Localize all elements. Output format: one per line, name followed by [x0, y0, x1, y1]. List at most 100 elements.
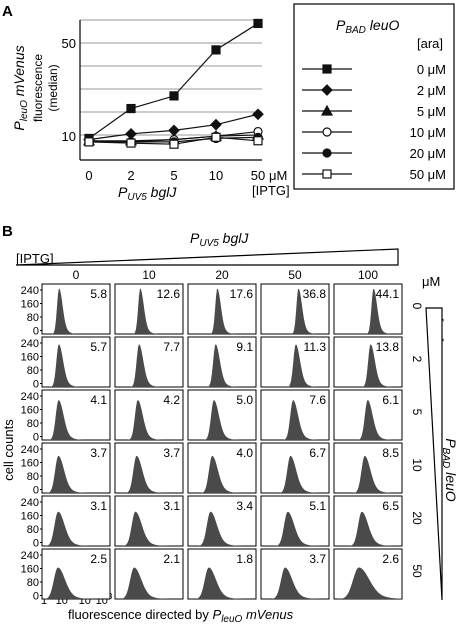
legend-marker — [322, 127, 332, 137]
legend-label: 20 μM — [410, 146, 446, 161]
histogram-fill — [334, 400, 402, 440]
median-value-label: 12.6 — [157, 287, 181, 301]
legend-subtitle: [ara] — [417, 36, 443, 51]
histogram-fill — [334, 455, 402, 493]
histogram-fill — [42, 400, 110, 440]
histogram-frame — [114, 548, 184, 600]
histogram-frame — [41, 283, 111, 335]
median-value-label: 8.5 — [382, 446, 399, 460]
median-value-label: 9.1 — [236, 340, 253, 354]
histogram-cell: 3.7 — [41, 442, 111, 494]
histogram-cell: 3.1 — [114, 495, 184, 547]
y-tick-label: 50 — [62, 36, 76, 51]
histogram-fill — [261, 567, 329, 599]
y-tick-label: 240 — [21, 497, 39, 509]
histogram-frame — [41, 336, 111, 388]
median-value-label: 3.7 — [163, 446, 180, 460]
y-tick-label: 0 — [33, 432, 39, 444]
histogram-cell: 13.8 — [333, 336, 403, 388]
y-tick-label: 160 — [21, 564, 39, 576]
histogram-cell: 12.6 — [114, 283, 184, 335]
x-tick-label: 50 — [251, 168, 265, 183]
legend-frame — [293, 3, 455, 190]
median-value-label: 11.3 — [304, 340, 327, 354]
histogram-frame — [114, 389, 184, 441]
histogram-frame — [41, 389, 111, 441]
y-tick-label: 80 — [27, 524, 39, 536]
y-tick-label: 0 — [33, 591, 39, 603]
median-value-label: 6.1 — [382, 393, 399, 407]
legend-label: 10 μM — [410, 125, 446, 140]
histogram-cell: 7.6 — [260, 389, 330, 441]
histogram-fill — [261, 344, 329, 387]
y-tick-label: 240 — [21, 550, 39, 562]
column-label: 20 — [215, 268, 229, 282]
panel-b-side-label: PBAD leuO — [440, 438, 459, 501]
x-tick-label: 10 — [209, 168, 223, 183]
panel-a-legend: PBAD leuO [ara] 0 μM 2 μM 5 μM 10 μM 20 μM 50… — [293, 3, 455, 190]
data-point — [126, 103, 136, 114]
median-value-label: 3.4 — [236, 499, 253, 513]
median-value-label: 36.8 — [303, 287, 327, 301]
legend-label: 2 μM — [417, 83, 446, 98]
histogram-frame — [114, 283, 184, 335]
histogram-cell: 3.7 — [114, 442, 184, 494]
median-value-label: 2.6 — [382, 552, 399, 566]
iptg-gradient-wedge — [15, 248, 399, 266]
histogram-cell: 7.7 — [114, 336, 184, 388]
histogram-cell: 4.2 — [114, 389, 184, 441]
histogram-frame — [333, 495, 403, 547]
data-point — [84, 137, 94, 147]
panel-a-label: A — [2, 3, 13, 20]
legend-marker — [320, 104, 334, 116]
histogram-fill — [115, 511, 183, 546]
legend-marker — [322, 64, 332, 74]
histogram-frame — [187, 495, 257, 547]
histogram-fill — [188, 344, 256, 387]
histogram-cell: 5.1 — [260, 495, 330, 547]
y-tick-label: 10 — [62, 129, 76, 144]
data-point — [252, 108, 264, 121]
y-tick-label: 240 — [21, 444, 39, 456]
y-tick-label: 0 — [33, 485, 39, 497]
histogram-cell: 3.7 — [260, 548, 330, 600]
y-tick-label: 160 — [21, 352, 39, 364]
data-point — [169, 139, 179, 149]
histogram-cell: 44.1 — [333, 283, 403, 335]
histogram-cell: 6.7 — [260, 442, 330, 494]
histogram-cell: 9.1 — [187, 336, 257, 388]
panel-a-plot: 50 10 0 2 5 10 50 μM [IPTG] PUV5 bglJ — [62, 18, 290, 203]
median-value-label: 4.1 — [90, 393, 107, 407]
median-value-label: 3.1 — [163, 499, 180, 513]
row-label: 5 — [410, 409, 424, 416]
histogram-frame — [114, 442, 184, 494]
row-label: 10 — [410, 458, 424, 472]
column-label: 10 — [142, 268, 156, 282]
panel-b-ylabel: cell counts — [1, 419, 16, 481]
histogram-fill — [115, 455, 183, 493]
row-label: 0 — [410, 303, 424, 310]
legend-rows: 0 μM 2 μM 5 μM 10 μM 20 μM 50 μM — [302, 62, 446, 182]
y-tick-label: 160 — [21, 405, 39, 417]
panel-b-label: B — [2, 223, 13, 240]
series-group — [82, 18, 265, 149]
histogram-fill — [188, 567, 256, 599]
histogram-cell: 5.7 — [41, 336, 111, 388]
histogram-fill — [188, 455, 256, 493]
x-tick-label: 2 — [127, 168, 134, 183]
histogram-fill — [261, 511, 329, 546]
y-tick-label: 240 — [21, 391, 39, 403]
median-value-label: 7.7 — [163, 340, 180, 354]
y-tick-label: 240 — [21, 338, 39, 350]
legend-marker — [322, 148, 332, 158]
y-tick-label: 80 — [27, 418, 39, 430]
median-value-label: 17.6 — [230, 287, 254, 301]
panel-a: A PleuO mVenus fluorescence (median) 50 … — [2, 3, 455, 203]
median-value-label: 6.5 — [382, 499, 399, 513]
y-tick-label: 80 — [27, 577, 39, 589]
histogram-fill — [261, 288, 329, 334]
histogram-fill — [42, 288, 110, 334]
median-value-label: 5.0 — [236, 393, 253, 407]
histogram-fill — [42, 567, 110, 599]
y-tick-label: 0 — [33, 379, 39, 391]
